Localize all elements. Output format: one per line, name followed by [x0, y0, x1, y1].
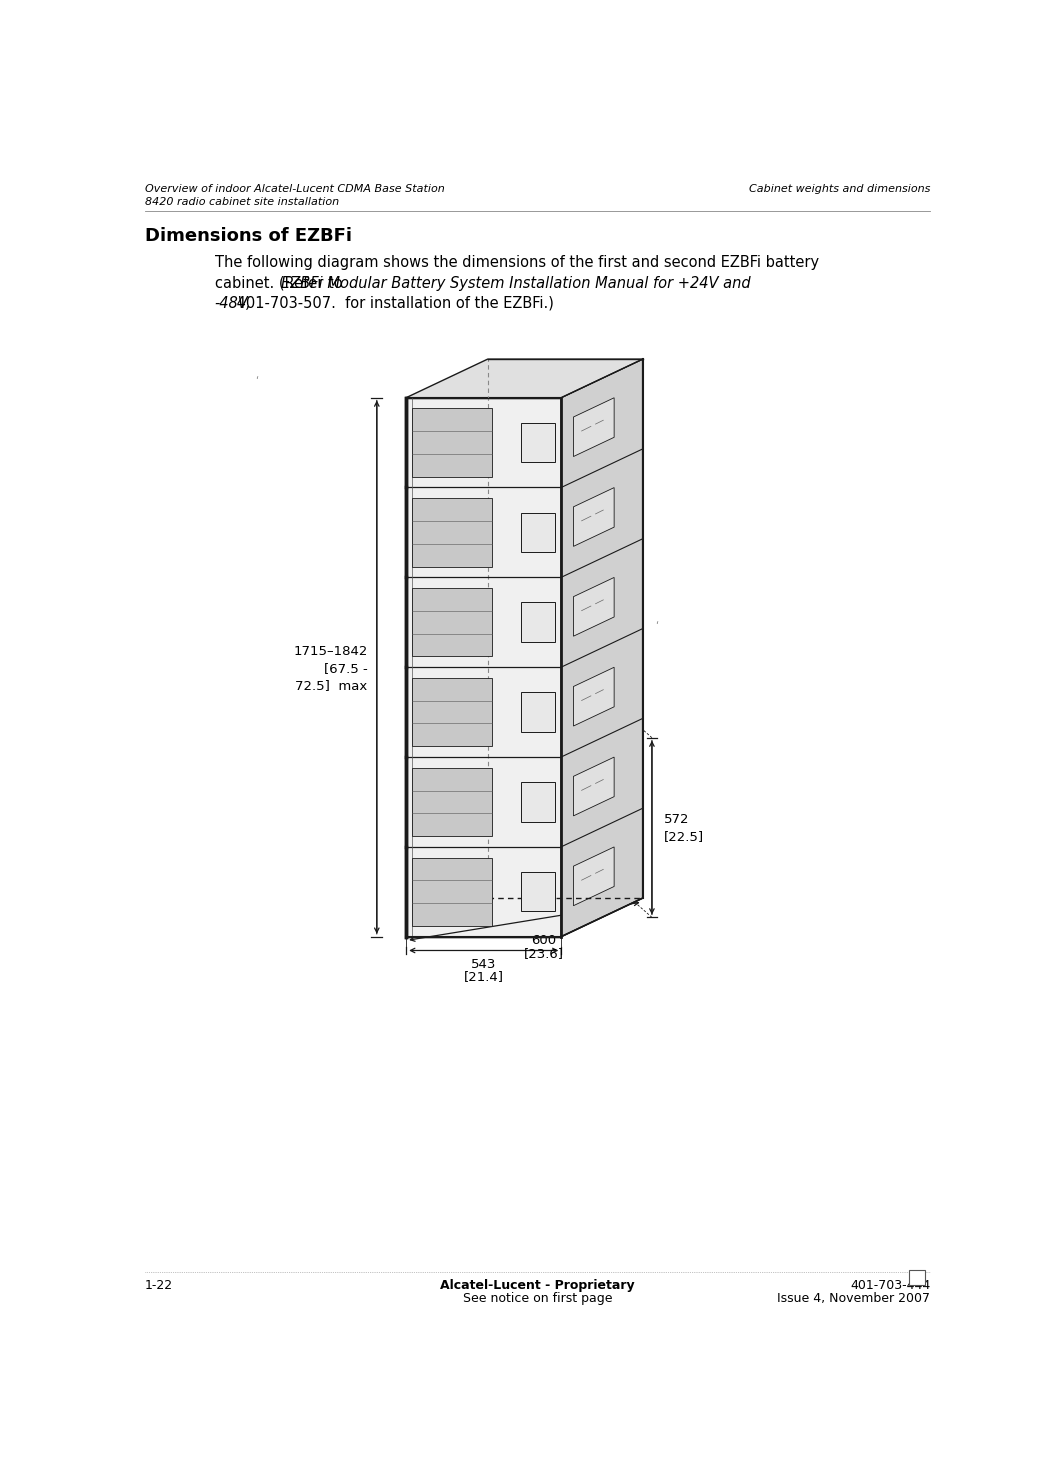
Text: 72.5]  max: 72.5] max	[295, 679, 367, 692]
Polygon shape	[406, 359, 643, 397]
Text: [21.4]: [21.4]	[464, 970, 504, 983]
Text: Dimensions of EZBFi: Dimensions of EZBFi	[145, 227, 352, 244]
Polygon shape	[574, 577, 614, 636]
Text: cabinet. (Refer to: cabinet. (Refer to	[215, 275, 347, 290]
Polygon shape	[521, 692, 555, 732]
Text: Alcatel-Lucent - Proprietary: Alcatel-Lucent - Proprietary	[441, 1279, 635, 1292]
Text: 543: 543	[471, 958, 496, 972]
Text: 1715–1842: 1715–1842	[293, 645, 367, 658]
Text: -48V,: -48V,	[215, 296, 252, 311]
Polygon shape	[521, 871, 555, 911]
Polygon shape	[561, 359, 643, 936]
Polygon shape	[574, 667, 614, 726]
Text: EZBFi Modular Battery System Installation Manual for +24V and: EZBFi Modular Battery System Installatio…	[280, 275, 750, 290]
Text: Cabinet weights and dimensions: Cabinet weights and dimensions	[749, 184, 930, 194]
Polygon shape	[574, 846, 614, 905]
Text: 572: 572	[664, 814, 689, 826]
Text: 1-22: 1-22	[145, 1279, 173, 1292]
Polygon shape	[411, 768, 492, 836]
Polygon shape	[406, 397, 561, 936]
Text: ‘: ‘	[255, 375, 258, 384]
Text: [23.6]: [23.6]	[523, 948, 563, 960]
Text: The following diagram shows the dimensions of the first and second EZBFi battery: The following diagram shows the dimensio…	[215, 255, 819, 271]
Bar	[909, 1270, 925, 1285]
Polygon shape	[411, 589, 492, 657]
Text: 401-703-444: 401-703-444	[850, 1279, 930, 1292]
Polygon shape	[521, 512, 555, 552]
Text: [67.5 -: [67.5 -	[324, 662, 367, 676]
Polygon shape	[411, 408, 492, 477]
Text: Overview of indoor Alcatel-Lucent CDMA Base Station: Overview of indoor Alcatel-Lucent CDMA B…	[145, 184, 445, 194]
Polygon shape	[521, 782, 555, 821]
Polygon shape	[574, 487, 614, 546]
Text: ‘: ‘	[655, 620, 658, 630]
Polygon shape	[521, 422, 555, 462]
Text: 8420 radio cabinet site installation: 8420 radio cabinet site installation	[145, 197, 339, 206]
Text: 600: 600	[531, 935, 556, 948]
Text: See notice on first page: See notice on first page	[463, 1292, 613, 1306]
Polygon shape	[411, 858, 492, 926]
Polygon shape	[411, 498, 492, 567]
Text: 401-703-507.  for installation of the EZBFi.): 401-703-507. for installation of the EZB…	[232, 296, 554, 311]
Text: Issue 4, November 2007: Issue 4, November 2007	[777, 1292, 930, 1306]
Text: [22.5]: [22.5]	[664, 830, 704, 843]
Polygon shape	[574, 397, 614, 456]
Polygon shape	[574, 757, 614, 815]
Polygon shape	[411, 679, 492, 746]
Polygon shape	[521, 602, 555, 642]
